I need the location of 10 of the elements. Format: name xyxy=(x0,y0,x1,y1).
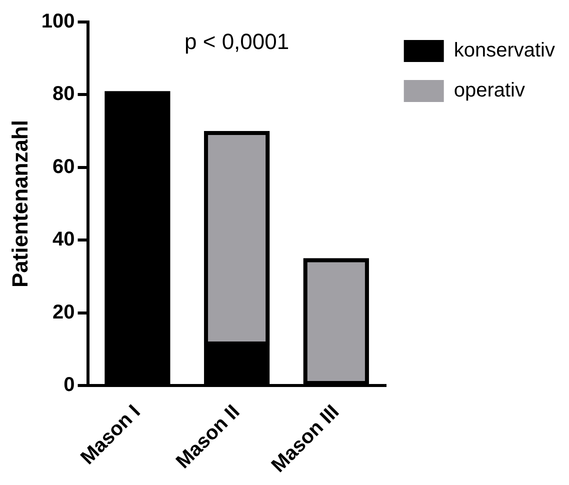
y-tick-label: 20 xyxy=(52,301,75,324)
y-tick-label: 60 xyxy=(52,156,75,178)
legend-label: operativ xyxy=(454,80,526,102)
annotation: p < 0,0001 xyxy=(184,29,290,54)
y-tick-label: 100 xyxy=(41,10,75,33)
y-axis-title: Patientenanzahl xyxy=(7,120,32,288)
y-tick-label: 80 xyxy=(52,83,75,106)
y-tick-label: 40 xyxy=(52,228,75,251)
legend-label: konservativ xyxy=(454,40,556,62)
y-tick-label: 0 xyxy=(64,374,75,396)
